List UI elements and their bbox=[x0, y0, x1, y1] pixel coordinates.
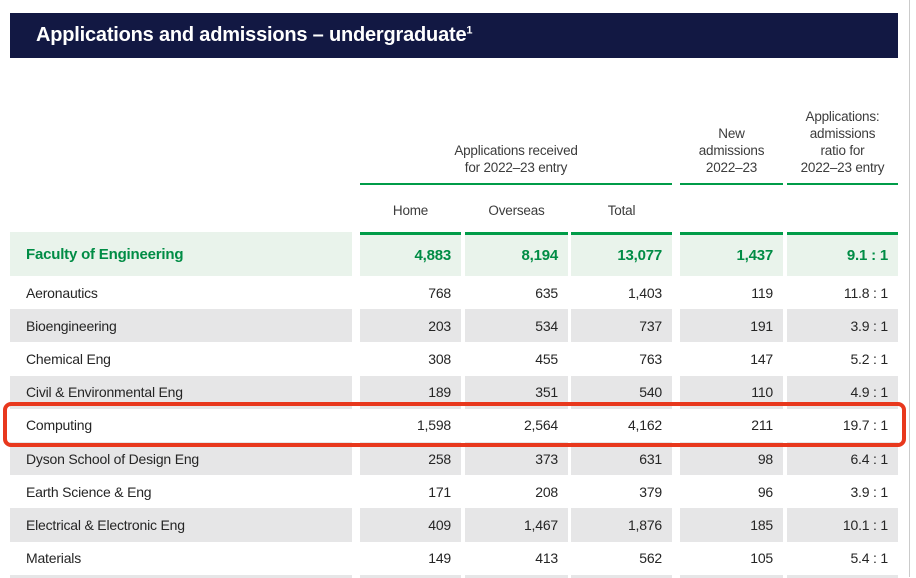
admissions-value: 185 bbox=[680, 508, 783, 542]
faculty-overseas-value: 8,194 bbox=[465, 232, 568, 276]
row-label: Electrical & Electronic Eng bbox=[10, 508, 352, 542]
total-value: 4,162 bbox=[571, 408, 672, 442]
table-body: Aeronautics 768 635 1,403 119 11.8 : 1 B… bbox=[10, 276, 898, 575]
footnote-marker: 1 bbox=[466, 24, 473, 37]
total-value: 737 bbox=[571, 309, 672, 343]
faculty-total-value: 13,077 bbox=[571, 232, 672, 276]
faculty-admissions-value: 1,437 bbox=[680, 232, 783, 276]
home-value: 1,598 bbox=[360, 408, 461, 442]
group-header-applications-received: Applications received for 2022–23 entry bbox=[360, 142, 672, 185]
row-label: Chemical Eng bbox=[10, 342, 352, 376]
home-value: 768 bbox=[360, 276, 461, 310]
column-header-overseas: Overseas bbox=[488, 202, 545, 218]
ratio-value: 10.1 : 1 bbox=[787, 508, 898, 542]
admissions-value: 98 bbox=[680, 441, 783, 476]
title-bar: Applications and admissions – undergradu… bbox=[10, 13, 898, 58]
admissions-value: 119 bbox=[680, 276, 783, 310]
faculty-ratio-value: 9.1 : 1 bbox=[787, 232, 898, 276]
page-title-text: Applications and admissions – undergradu… bbox=[36, 24, 467, 46]
ratio-value: 5.4 : 1 bbox=[787, 541, 898, 575]
total-value: 1,876 bbox=[571, 508, 672, 542]
table-column-header-row: Home Overseas Total bbox=[10, 188, 898, 232]
ratio-value: 11.8 : 1 bbox=[787, 276, 898, 310]
total-value: 379 bbox=[571, 475, 672, 509]
row-label: Dyson School of Design Eng bbox=[10, 441, 352, 476]
table-row: Chemical Eng 308 455 763 147 5.2 : 1 bbox=[10, 342, 898, 376]
overseas-value: 373 bbox=[465, 441, 568, 476]
admissions-value: 110 bbox=[680, 375, 783, 409]
column-header-home: Home bbox=[392, 202, 429, 218]
overseas-value: 1,467 bbox=[465, 508, 568, 542]
table-row: Electrical & Electronic Eng 409 1,467 1,… bbox=[10, 508, 898, 542]
table-row: Dyson School of Design Eng 258 373 631 9… bbox=[10, 441, 898, 476]
ratio-value: 3.9 : 1 bbox=[787, 309, 898, 343]
row-label: Earth Science & Eng bbox=[10, 475, 352, 509]
row-label: Computing bbox=[10, 408, 352, 442]
total-value: 1,403 bbox=[571, 276, 672, 310]
home-value: 171 bbox=[360, 475, 461, 509]
faculty-home-value: 4,883 bbox=[360, 232, 461, 276]
row-label: Bioengineering bbox=[10, 309, 352, 343]
column-header-total: Total bbox=[607, 202, 636, 218]
group-header-applications-ratio: Applications: admissions ratio for 2022–… bbox=[787, 108, 898, 185]
table-row: Materials 149 413 562 105 5.4 : 1 bbox=[10, 541, 898, 575]
row-label: Civil & Environmental Eng bbox=[10, 375, 352, 409]
overseas-value: 351 bbox=[465, 375, 568, 409]
total-value: 540 bbox=[571, 375, 672, 409]
overseas-value: 635 bbox=[465, 276, 568, 310]
admissions-value: 147 bbox=[680, 342, 783, 376]
overseas-value: 208 bbox=[465, 475, 568, 509]
home-value: 409 bbox=[360, 508, 461, 542]
faculty-summary-row: Faculty of Engineering 4,883 8,194 13,07… bbox=[10, 232, 898, 276]
row-label: Materials bbox=[10, 541, 352, 575]
admissions-value: 191 bbox=[680, 309, 783, 343]
page-title: Applications and admissions – undergradu… bbox=[36, 24, 472, 47]
admissions-value: 211 bbox=[680, 408, 783, 442]
total-value: 763 bbox=[571, 342, 672, 376]
total-value: 631 bbox=[571, 441, 672, 476]
ratio-value: 6.4 : 1 bbox=[787, 441, 898, 476]
ratio-value: 5.2 : 1 bbox=[787, 342, 898, 376]
admissions-value: 96 bbox=[680, 475, 783, 509]
table-row: Aeronautics 768 635 1,403 119 11.8 : 1 bbox=[10, 276, 898, 310]
total-value: 562 bbox=[571, 541, 672, 575]
overseas-value: 2,564 bbox=[465, 408, 568, 442]
home-value: 189 bbox=[360, 375, 461, 409]
row-label: Aeronautics bbox=[10, 276, 352, 310]
table-row: Earth Science & Eng 171 208 379 96 3.9 :… bbox=[10, 475, 898, 509]
ratio-value: 19.7 : 1 bbox=[787, 408, 898, 442]
home-value: 258 bbox=[360, 441, 461, 476]
faculty-label: Faculty of Engineering bbox=[10, 232, 352, 276]
table-row: Bioengineering 203 534 737 191 3.9 : 1 bbox=[10, 309, 898, 343]
overseas-value: 413 bbox=[465, 541, 568, 575]
table-row: Computing 1,598 2,564 4,162 211 19.7 : 1 bbox=[10, 408, 898, 442]
overseas-value: 455 bbox=[465, 342, 568, 376]
home-value: 149 bbox=[360, 541, 461, 575]
admissions-value: 105 bbox=[680, 541, 783, 575]
home-value: 308 bbox=[360, 342, 461, 376]
overseas-value: 534 bbox=[465, 309, 568, 343]
ratio-value: 4.9 : 1 bbox=[787, 375, 898, 409]
ratio-value: 3.9 : 1 bbox=[787, 475, 898, 509]
table-group-header-row: Applications received for 2022–23 entry … bbox=[10, 96, 898, 185]
page-edge-divider bbox=[909, 0, 910, 577]
table-row: Civil & Environmental Eng 189 351 540 11… bbox=[10, 375, 898, 409]
home-value: 203 bbox=[360, 309, 461, 343]
group-header-new-admissions: New admissions 2022–23 bbox=[680, 125, 783, 185]
